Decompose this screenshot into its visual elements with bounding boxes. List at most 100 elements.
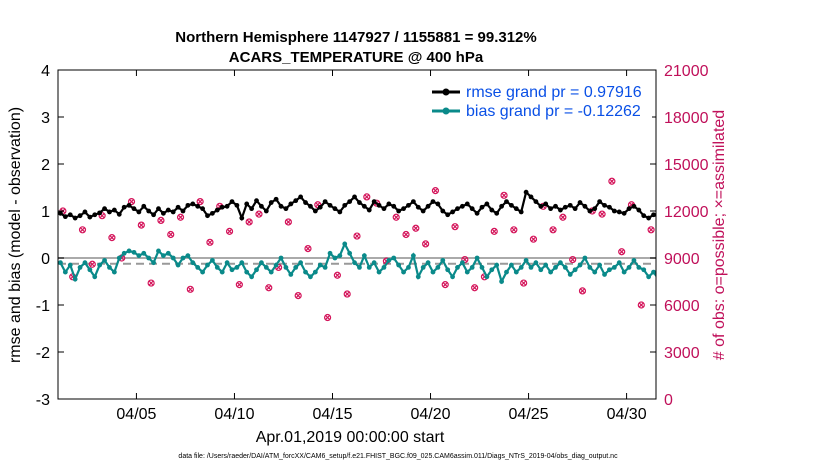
bias-series-point	[636, 265, 642, 270]
rmse-series-point	[558, 207, 563, 213]
rmse-series-point	[401, 206, 406, 212]
rmse-series-point	[730, 211, 735, 216]
assimilated-obs-marker	[187, 286, 193, 292]
bias-series-point	[818, 272, 823, 277]
bias-series-point	[102, 257, 107, 263]
assimilated-obs-marker	[796, 209, 800, 213]
bias-series-point	[749, 267, 754, 272]
series-group	[58, 177, 823, 322]
assimilated-obs-marker	[109, 235, 115, 241]
assimilated-obs-marker	[246, 219, 252, 225]
bias-series-point	[587, 265, 593, 270]
rmse-series-point	[504, 199, 509, 205]
rmse-series-point	[357, 200, 362, 205]
rmse-series-point	[474, 210, 480, 216]
assimilated-obs-marker	[816, 261, 820, 265]
possible-obs-marker	[529, 235, 538, 243]
bias-series-point	[175, 262, 181, 268]
rmse-series-point	[587, 208, 593, 214]
right-axis-label: # of obs: o=possible; ×=assimilated	[711, 110, 728, 360]
assimilated-obs-marker	[491, 228, 497, 234]
bias-series-point	[592, 269, 598, 275]
assimilated-obs-marker	[432, 188, 439, 194]
rmse-series-point	[415, 204, 421, 210]
rmse-series-point	[303, 200, 308, 205]
possible-obs-marker	[323, 313, 332, 322]
bias-series-point	[381, 265, 387, 270]
x-tick-label: 04/30	[607, 406, 647, 423]
rmse-series-point	[273, 196, 279, 202]
possible-obs-marker	[186, 285, 194, 293]
rmse-series-point	[636, 207, 642, 213]
rmse-series-point	[165, 207, 171, 213]
bias-series-point	[210, 257, 215, 263]
rmse-series-point	[533, 199, 539, 205]
left-axis-ticks: -3 -2 -1 0 1 2 3 4	[36, 63, 64, 409]
rmse-series-point	[528, 194, 534, 200]
rmse-series-point	[479, 204, 485, 210]
rmse-series-point	[484, 201, 490, 207]
left-tick-label: 2	[41, 157, 50, 174]
possible-obs-marker	[490, 227, 498, 235]
bias-series-point	[489, 267, 495, 273]
bias-series-point	[504, 269, 509, 275]
bias-series-point	[239, 260, 245, 266]
bias-series-point	[651, 269, 656, 275]
possible-obs-marker	[647, 226, 655, 234]
rmse-series-point	[513, 206, 519, 212]
bias-series-point	[87, 267, 93, 273]
rmse-series-point	[337, 209, 343, 215]
rmse-series-point	[263, 208, 269, 214]
bias-series-point	[160, 253, 166, 259]
rmse-series-point	[214, 207, 220, 213]
legend-bias-label: bias grand pr = -0.12262	[466, 103, 641, 120]
bias-series-point	[788, 270, 793, 275]
rmse-series-point	[141, 203, 147, 209]
bias-series-point	[401, 269, 406, 275]
bias-series-point	[430, 269, 436, 275]
bias-series-point	[107, 265, 112, 270]
bias-series-point	[293, 265, 299, 270]
possible-obs-marker	[658, 235, 664, 241]
rmse-series-point	[744, 210, 749, 215]
bias-series-point	[116, 255, 122, 261]
rmse-series-point	[111, 207, 117, 213]
x-tick-label: 04/25	[509, 406, 549, 423]
possible-obs-marker	[637, 301, 645, 309]
assimilated-obs-marker	[452, 224, 458, 230]
rmse-series-point	[278, 203, 284, 209]
rmse-series-point	[779, 204, 784, 209]
possible-obs-marker	[284, 218, 292, 226]
assimilated-obs-marker	[148, 280, 154, 286]
rmse-series-point	[308, 203, 313, 209]
bias-series-point	[607, 267, 612, 273]
bias-series-point	[734, 260, 739, 265]
possible-obs-marker	[598, 210, 606, 218]
rmse-series-point	[509, 202, 514, 208]
rmse-series-point	[195, 203, 201, 209]
bias-series-point	[97, 262, 103, 268]
plot-frame	[57, 69, 657, 400]
rmse-series-point	[62, 214, 68, 220]
bias-series-point	[764, 267, 769, 272]
possible-obs-marker	[431, 187, 440, 195]
bias-series-point	[278, 255, 284, 261]
rmse-series-point	[450, 209, 455, 215]
possible-obs-marker	[815, 260, 821, 266]
rmse-series-point	[656, 214, 661, 219]
bias-series-point	[156, 248, 161, 254]
legend-rmse-marker	[442, 88, 450, 96]
bias-series-point	[249, 274, 255, 280]
rmse-series-point	[788, 211, 793, 216]
assimilated-obs-marker	[638, 302, 644, 308]
rmse-series-point	[420, 208, 426, 214]
bias-series-point	[528, 265, 534, 270]
rmse-series-point	[366, 207, 372, 213]
bias-series-point	[327, 250, 333, 256]
bias-series-point	[67, 262, 73, 268]
possible-obs-marker	[98, 212, 106, 220]
rmse-series-point	[298, 194, 304, 200]
bias-series-point	[391, 255, 397, 261]
x-tick-label: 04/10	[214, 406, 254, 423]
bias-series-point	[165, 250, 171, 256]
